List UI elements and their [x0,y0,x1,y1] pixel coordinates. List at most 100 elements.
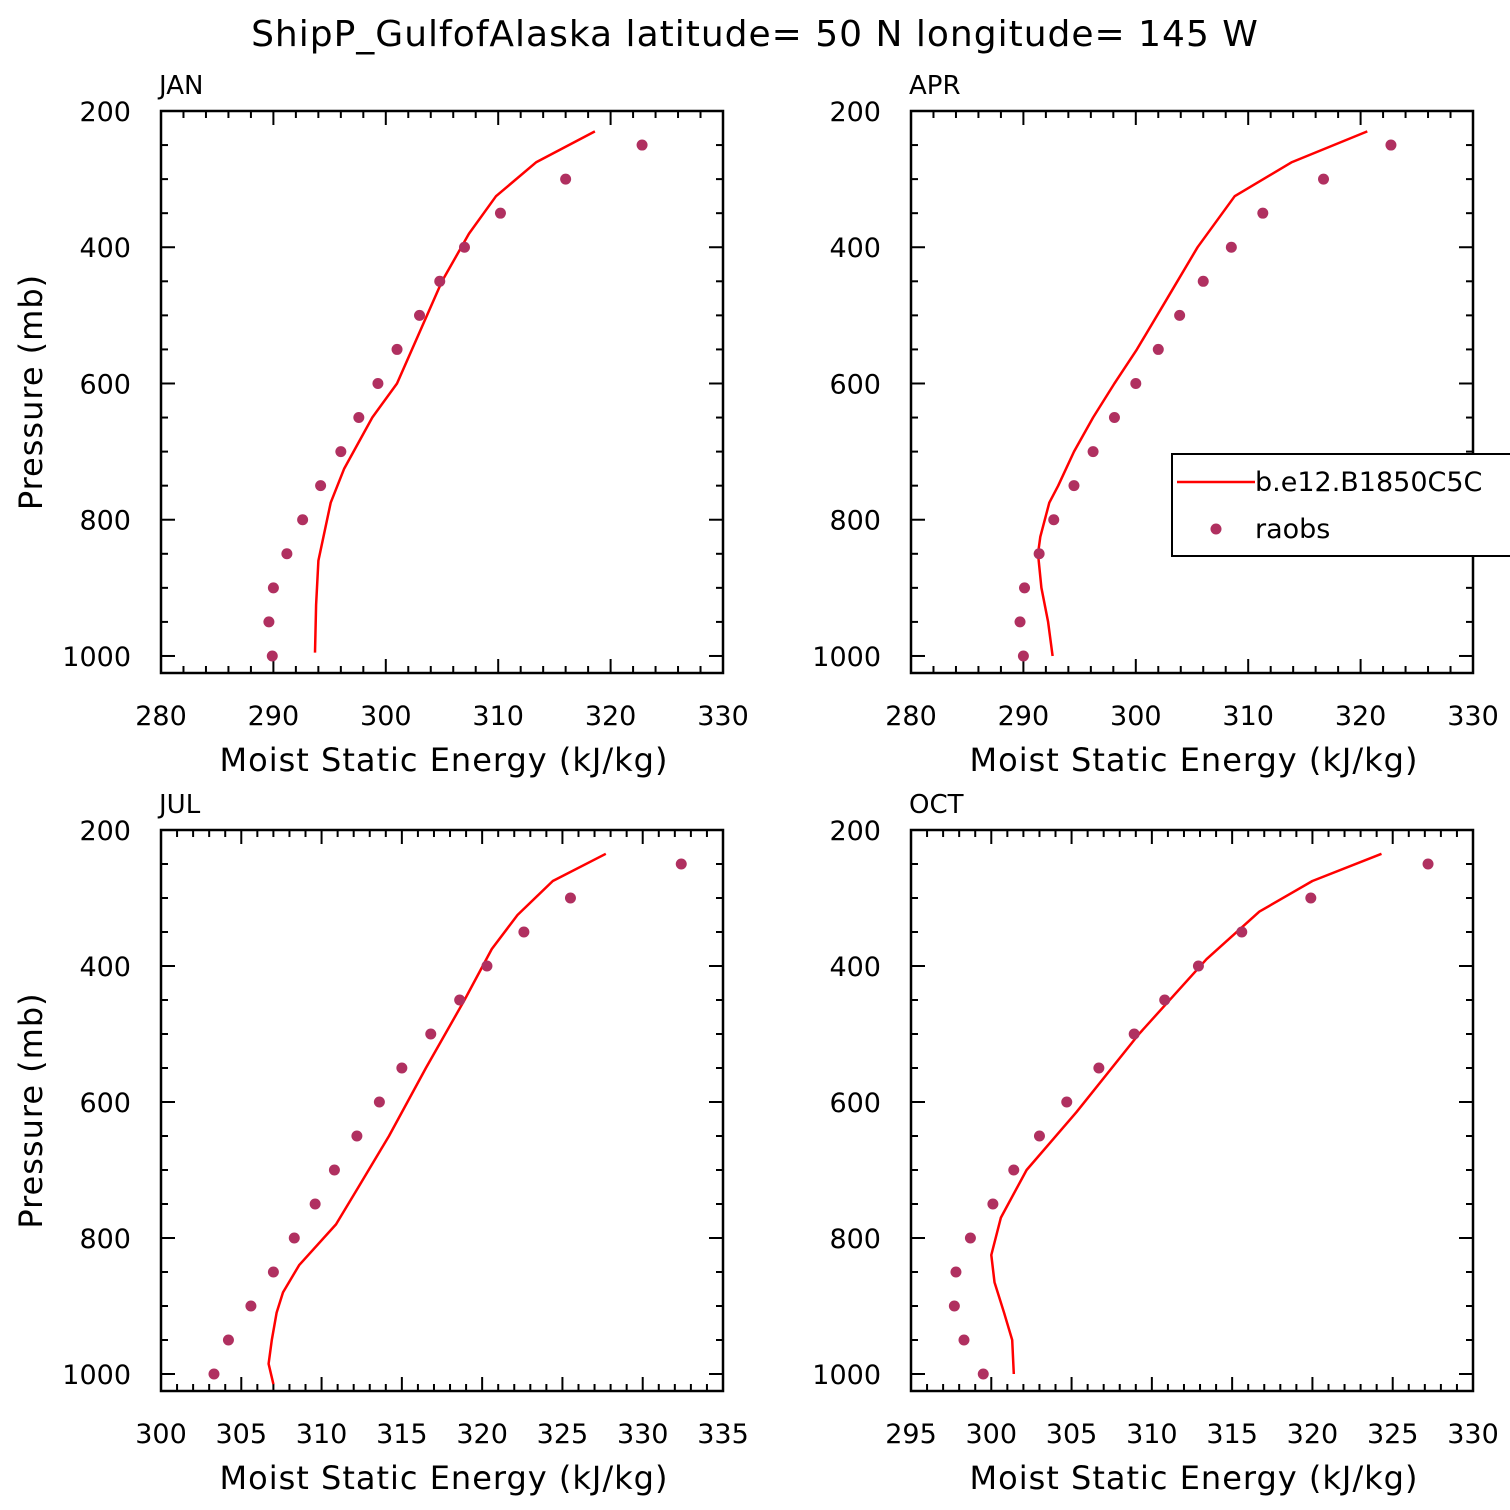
panel-label: APR [909,71,961,101]
obs-point [560,173,572,185]
legend-box [1171,453,1510,557]
panel-label: JUL [157,790,201,820]
x-tick-label: 310 [1222,701,1274,732]
y-tick-label: 400 [829,233,881,264]
obs-point [1257,207,1269,219]
obs-point [950,1266,962,1278]
y-tick-label: 1000 [812,642,881,673]
obs-point [636,139,648,151]
legend-obs-marker [1210,523,1222,535]
obs-point [1152,343,1164,355]
x-tick-label: 320 [1287,1419,1339,1450]
obs-point [267,1266,279,1278]
x-tick-label: 290 [248,701,300,732]
obs-point [1305,892,1317,904]
y-tick-label: 800 [79,1224,131,1255]
obs-point [263,616,275,628]
y-tick-label: 600 [79,369,131,400]
x-tick-label: 300 [1110,701,1162,732]
x-tick-label: 290 [998,701,1050,732]
obs-point [1174,309,1186,321]
x-tick-label: 335 [697,1419,749,1450]
model-line [990,852,1382,1375]
x-tick-label: 330 [697,701,749,732]
y-tick-label: 200 [829,816,881,847]
model-line [267,852,607,1385]
panel-label: OCT [909,790,964,820]
obs-point [1197,275,1209,287]
panel-jan: JAN 280 290 300 310 320 330 200 400 600 800 1000 Moi… [12,71,749,779]
obs-point [281,548,293,560]
obs-point [309,1198,321,1210]
x-tick-label: 325 [1367,1419,1419,1450]
obs-point [267,582,279,594]
x-tick-label: 280 [885,701,937,732]
obs-point [1108,412,1120,424]
y-tick-label: 400 [79,952,131,983]
x-tick-label: 325 [537,1419,589,1450]
obs-point [987,1198,999,1210]
x-tick-label: 300 [360,701,412,732]
model-line [1036,130,1368,657]
x-tick-label: 310 [1126,1419,1178,1450]
y-tick-label: 600 [829,1088,881,1119]
panel-oct: OCT 295 300 305 310 315 320 325 330 200 400 600 800 1… [812,790,1498,1497]
panels: JAN 280 290 300 310 320 330 200 400 600 800 1000 Moi… [12,71,1499,1497]
obs-point [518,926,530,938]
obs-point [1385,139,1397,151]
plot-frame [909,109,1475,675]
panel-jul: JUL 300 305 310 315 320 325 330 335 200 400 600 800 1… [12,790,749,1497]
y-axis-label: Pressure (mb) [12,992,50,1228]
x-tick-label: 330 [1447,1419,1499,1450]
x-tick-label: 320 [585,701,637,732]
obs-point [454,994,466,1006]
obs-point [297,514,309,526]
x-tick-label: 310 [296,1419,348,1450]
obs-point [373,1096,385,1108]
panel-apr: APR 280 290 300 310 320 330 200 400 600 800 1000 Moi… [812,71,1498,779]
obs-point [675,858,687,870]
obs-point [245,1300,257,1312]
obs-point [1192,960,1204,972]
obs-point [1318,173,1330,185]
obs-point [315,480,327,492]
y-tick-label: 800 [829,506,881,537]
obs-point [1061,1096,1073,1108]
legend-model-label: b.e12.B1850C5C [1255,467,1482,498]
obs-point [266,650,278,662]
obs-point [1087,446,1099,458]
obs-point [391,343,403,355]
obs-point [964,1232,976,1244]
obs-point [948,1300,960,1312]
y-axis-label: Pressure (mb) [12,274,50,510]
y-tick-label: 200 [79,816,131,847]
x-tick-label: 280 [135,701,187,732]
obs-point [1225,241,1237,253]
figure-title: ShipP_GulfofAlaska latitude= 50 N longit… [251,14,1259,55]
y-tick-label: 800 [829,1224,881,1255]
y-tick-label: 1000 [62,642,131,673]
y-tick-label: 1000 [812,1360,881,1391]
y-tick-label: 200 [79,97,131,128]
obs-point [414,309,426,321]
obs-point [1033,548,1045,560]
legend: b.e12.B1850C5C raobs [1171,453,1510,557]
obs-point [1128,1028,1140,1040]
x-tick-label: 300 [135,1419,187,1450]
obs-point [1017,650,1029,662]
y-tick-label: 600 [829,369,881,400]
obs-point [977,1368,989,1380]
y-tick-label: 1000 [62,1360,131,1391]
obs-point [1014,616,1026,628]
x-tick-label: 330 [1447,701,1499,732]
obs-point [1159,994,1171,1006]
obs-point [1093,1062,1105,1074]
x-tick-label: 315 [1206,1419,1258,1450]
obs-point [353,412,365,424]
x-tick-label: 320 [1335,701,1387,732]
obs-point [1236,926,1248,938]
obs-point [372,377,384,389]
obs-point [458,241,470,253]
model-line [313,130,596,653]
